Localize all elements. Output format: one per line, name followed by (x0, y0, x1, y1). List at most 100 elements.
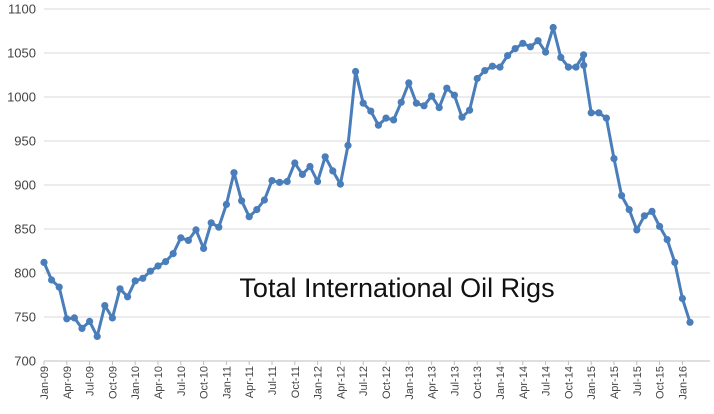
x-tick-label: Jul-12 (358, 366, 370, 396)
y-tick-label: 800 (14, 266, 36, 281)
x-tick-label: Apr-13 (427, 366, 439, 399)
x-tick-label: Oct-11 (290, 366, 302, 398)
data-point (291, 159, 299, 167)
data-point (435, 104, 443, 112)
gridlines (44, 8, 710, 318)
data-point (101, 302, 109, 310)
data-point (534, 37, 542, 45)
data-point (344, 141, 352, 149)
data-point (222, 200, 230, 208)
data-point (466, 106, 474, 114)
data-point (481, 67, 489, 75)
data-point (139, 274, 147, 282)
data-point (428, 92, 436, 100)
x-tick-label: Jan-10 (130, 366, 142, 400)
data-point (177, 234, 185, 242)
data-point (306, 162, 314, 171)
data-point (602, 114, 611, 122)
data-point (93, 332, 101, 340)
data-point (321, 153, 329, 161)
x-tick-label: Jan-15 (586, 366, 598, 400)
x-tick-label: Oct-10 (199, 366, 211, 399)
data-point (542, 48, 550, 56)
data-point (656, 222, 664, 230)
x-tick-label: Oct-09 (107, 366, 119, 399)
data-point (526, 43, 535, 51)
x-tick-label: Jan-16 (677, 366, 689, 400)
data-point (55, 283, 63, 291)
data-point (587, 109, 595, 117)
data-point (473, 74, 481, 83)
data-point (412, 99, 420, 107)
y-tick-label: 850 (14, 222, 36, 237)
data-point (329, 167, 337, 175)
data-point (192, 226, 200, 234)
data-point (276, 178, 284, 186)
data-point (230, 169, 238, 177)
y-tick-labels: 700 750 800 850 900 950 1000 1050 1100 (7, 2, 36, 369)
data-point (625, 206, 633, 214)
x-tick-label: Jul-14 (541, 366, 553, 396)
x-tick-label: Jul-09 (85, 366, 97, 396)
data-point (253, 206, 261, 214)
data-point (169, 250, 177, 258)
x-tick-label: Jul-11 (267, 366, 279, 395)
data-point (618, 192, 626, 200)
y-tick-label: 1050 (7, 46, 36, 61)
data-point (352, 67, 360, 76)
data-point (511, 45, 519, 53)
x-tick-label: Jul-13 (449, 366, 461, 396)
data-point (374, 121, 382, 129)
x-tick-label: Jan-14 (495, 366, 507, 400)
data-point (162, 258, 170, 266)
x-tick-label: Jul-10 (176, 366, 188, 396)
x-tick-label: Oct-15 (655, 366, 667, 399)
data-point (504, 52, 512, 60)
x-tick-label: Jan-12 (313, 366, 325, 400)
x-tick-labels: Jan-09 Apr-09 Jul-09 Oct-09 Jan-10 Apr-10 Jul-… (39, 366, 689, 400)
data-point (595, 109, 603, 117)
data-point (78, 324, 86, 332)
data-point (116, 285, 124, 293)
data-point (488, 62, 496, 70)
data-point (549, 23, 557, 32)
data-point (268, 177, 276, 185)
data-point (648, 207, 656, 215)
y-tick-label: 950 (14, 134, 36, 149)
y-tick-label: 1100 (8, 2, 36, 17)
data-point (86, 317, 94, 325)
y-tick-label: 1000 (7, 90, 36, 105)
data-point (154, 262, 162, 270)
data-point (131, 277, 139, 285)
data-point (63, 315, 71, 323)
data-point (580, 61, 588, 69)
data-point (70, 314, 78, 322)
data-point (146, 267, 154, 275)
x-tick-label: Apr-12 (335, 366, 347, 399)
y-tick-label: 900 (14, 178, 36, 193)
y-tick-label: 700 (14, 354, 36, 369)
x-tick-label: Apr-15 (609, 366, 621, 399)
x-tick-label: Oct-12 (381, 366, 393, 399)
data-point (686, 318, 694, 326)
data-point (564, 63, 573, 71)
axes (43, 360, 710, 365)
x-tick-label: Apr-10 (153, 366, 165, 399)
x-tick-label: Jan-13 (404, 366, 416, 400)
data-point (215, 223, 223, 231)
data-point (200, 244, 208, 252)
data-point (450, 91, 458, 99)
data-point (245, 213, 253, 221)
data-point (572, 63, 580, 71)
data-point (420, 102, 428, 110)
data-point (557, 53, 565, 62)
data-point (283, 177, 291, 186)
data-point (207, 219, 215, 227)
data-point (108, 314, 116, 322)
y-tick-label: 750 (14, 310, 36, 325)
x-tick-label: Apr-09 (62, 366, 74, 399)
x-tick-label: Jul-15 (632, 366, 644, 396)
x-tick-label: Oct-14 (563, 366, 575, 399)
data-point (367, 107, 375, 115)
